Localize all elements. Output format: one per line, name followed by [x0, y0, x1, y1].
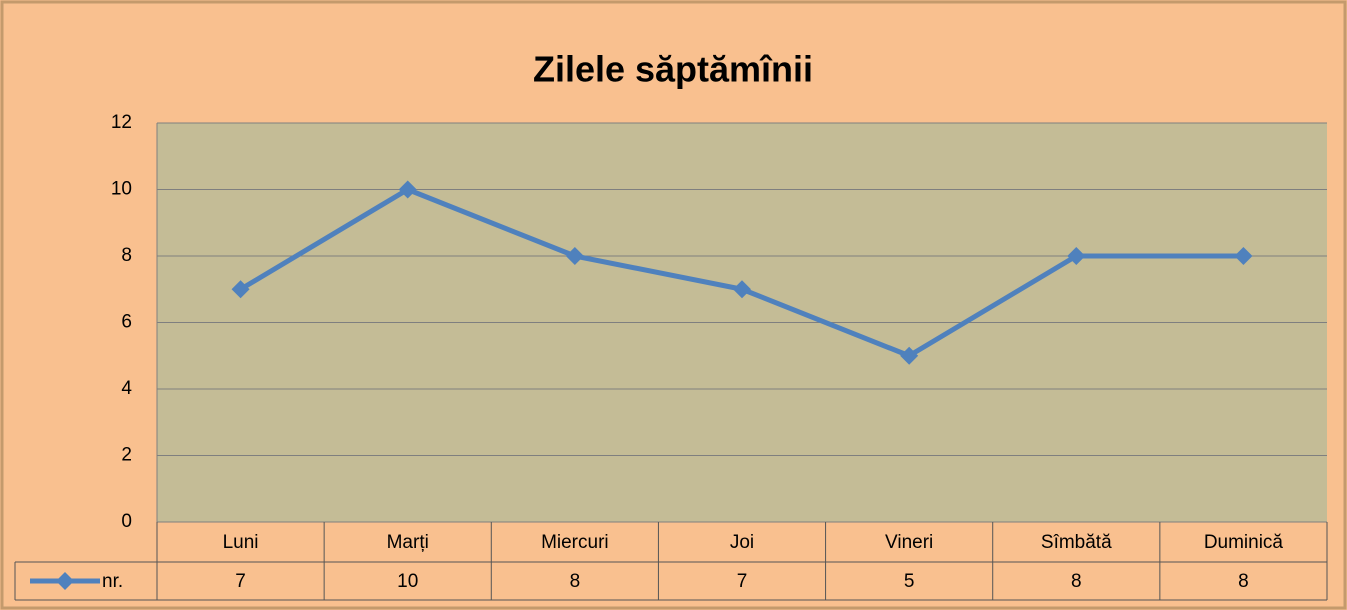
table-value: 8: [1071, 571, 1082, 592]
y-tick-label: 8: [121, 245, 132, 266]
marker: [565, 247, 584, 265]
table-value: 7: [737, 571, 748, 592]
y-tick-label: 12: [111, 112, 132, 133]
x-tick-label: Sîmbătă: [1041, 532, 1112, 553]
x-tick-label: Vineri: [885, 532, 933, 553]
y-tick-label: 4: [121, 378, 132, 399]
legend-label: nr.: [102, 571, 123, 592]
table-value: 8: [570, 571, 581, 592]
table-value: 10: [397, 571, 418, 592]
x-tick-label: Joi: [730, 532, 754, 553]
marker: [900, 346, 919, 365]
y-tick-label: 6: [121, 312, 132, 333]
marker: [398, 180, 417, 199]
y-tick-label: 10: [111, 179, 132, 200]
table-value: 7: [235, 571, 246, 592]
table-value: 5: [904, 571, 915, 592]
table-value: 8: [1238, 571, 1249, 592]
marker: [1234, 247, 1253, 265]
marker: [1067, 247, 1086, 265]
marker: [733, 280, 751, 299]
chart-title: Zilele săptămînii: [533, 49, 813, 90]
x-tick-label: Luni: [223, 532, 259, 553]
x-tick-label: Duminică: [1204, 532, 1284, 553]
marker: [231, 280, 250, 299]
y-tick-label: 0: [121, 511, 132, 532]
x-tick-label: Marți: [387, 532, 429, 553]
legend-marker: [56, 572, 74, 590]
y-tick-label: 2: [121, 445, 132, 466]
x-tick-label: Miercuri: [541, 532, 609, 553]
